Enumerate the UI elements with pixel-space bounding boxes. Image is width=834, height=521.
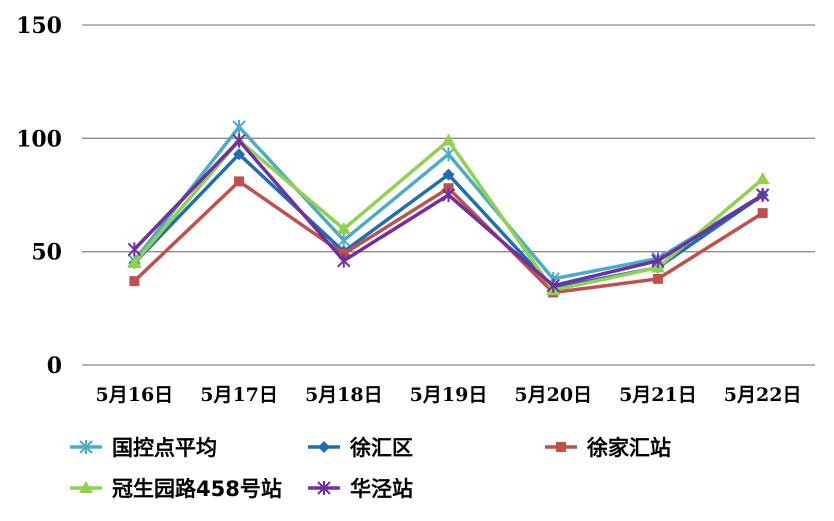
- x-tick-label: 5月18日: [305, 384, 383, 406]
- y-tick-label: 0: [47, 353, 62, 379]
- data-point: [234, 176, 245, 187]
- series-path: [133, 138, 764, 288]
- data-point: [79, 481, 93, 493]
- x-tick-label: 5月21日: [619, 384, 697, 406]
- data-point: [318, 441, 330, 453]
- data-point: [127, 256, 142, 268]
- data-point: [442, 168, 455, 181]
- data-point: [337, 253, 351, 268]
- legend-label: 徐汇区: [349, 436, 413, 460]
- data-point: [233, 148, 246, 161]
- data-point: [336, 222, 351, 234]
- legend-item: 冠生园路458号站: [70, 477, 282, 501]
- series-group: [127, 120, 770, 298]
- data-point: [755, 188, 770, 202]
- data-point: [337, 233, 351, 248]
- data-point: [441, 147, 456, 162]
- x-tick-label: 5月22日: [724, 384, 802, 406]
- data-point: [232, 133, 246, 148]
- legend-label: 冠生园路458号站: [112, 477, 282, 501]
- legend-item: 国控点平均: [70, 436, 217, 460]
- legend-label: 华泾站: [350, 477, 413, 501]
- data-point: [317, 481, 331, 495]
- y-axis-ticks: 0 50 100 150: [16, 13, 62, 379]
- series-line: [127, 133, 770, 293]
- y-tick-label: 100: [16, 126, 62, 152]
- data-point: [546, 278, 560, 293]
- data-point: [652, 273, 663, 284]
- x-tick-label: 5月19日: [410, 384, 488, 406]
- data-point: [441, 133, 456, 146]
- data-point: [757, 208, 768, 219]
- data-point: [232, 120, 246, 134]
- data-point: [79, 440, 93, 454]
- legend-label: 国控点平均: [112, 436, 217, 460]
- data-point: [127, 242, 142, 257]
- x-axis-ticks: 5月16日 5月17日 5月18日 5月19日 5月20日 5月21日 5月22日: [96, 384, 802, 406]
- legend-item: 徐家汇站: [545, 436, 671, 460]
- legend-item: 徐汇区: [308, 436, 413, 460]
- data-point: [755, 172, 770, 185]
- legend-label: 徐家汇站: [586, 436, 671, 460]
- series-line: [128, 148, 769, 294]
- data-point: [651, 253, 665, 268]
- x-tick-label: 5月20日: [514, 384, 592, 406]
- legend-item: 华泾站: [308, 477, 413, 501]
- x-tick-label: 5月17日: [200, 384, 278, 406]
- data-point: [441, 188, 456, 202]
- x-tick-label: 5月16日: [96, 384, 174, 406]
- y-tick-label: 150: [16, 13, 62, 39]
- y-tick-label: 50: [31, 240, 62, 266]
- data-point: [129, 276, 140, 287]
- data-point: [556, 442, 566, 452]
